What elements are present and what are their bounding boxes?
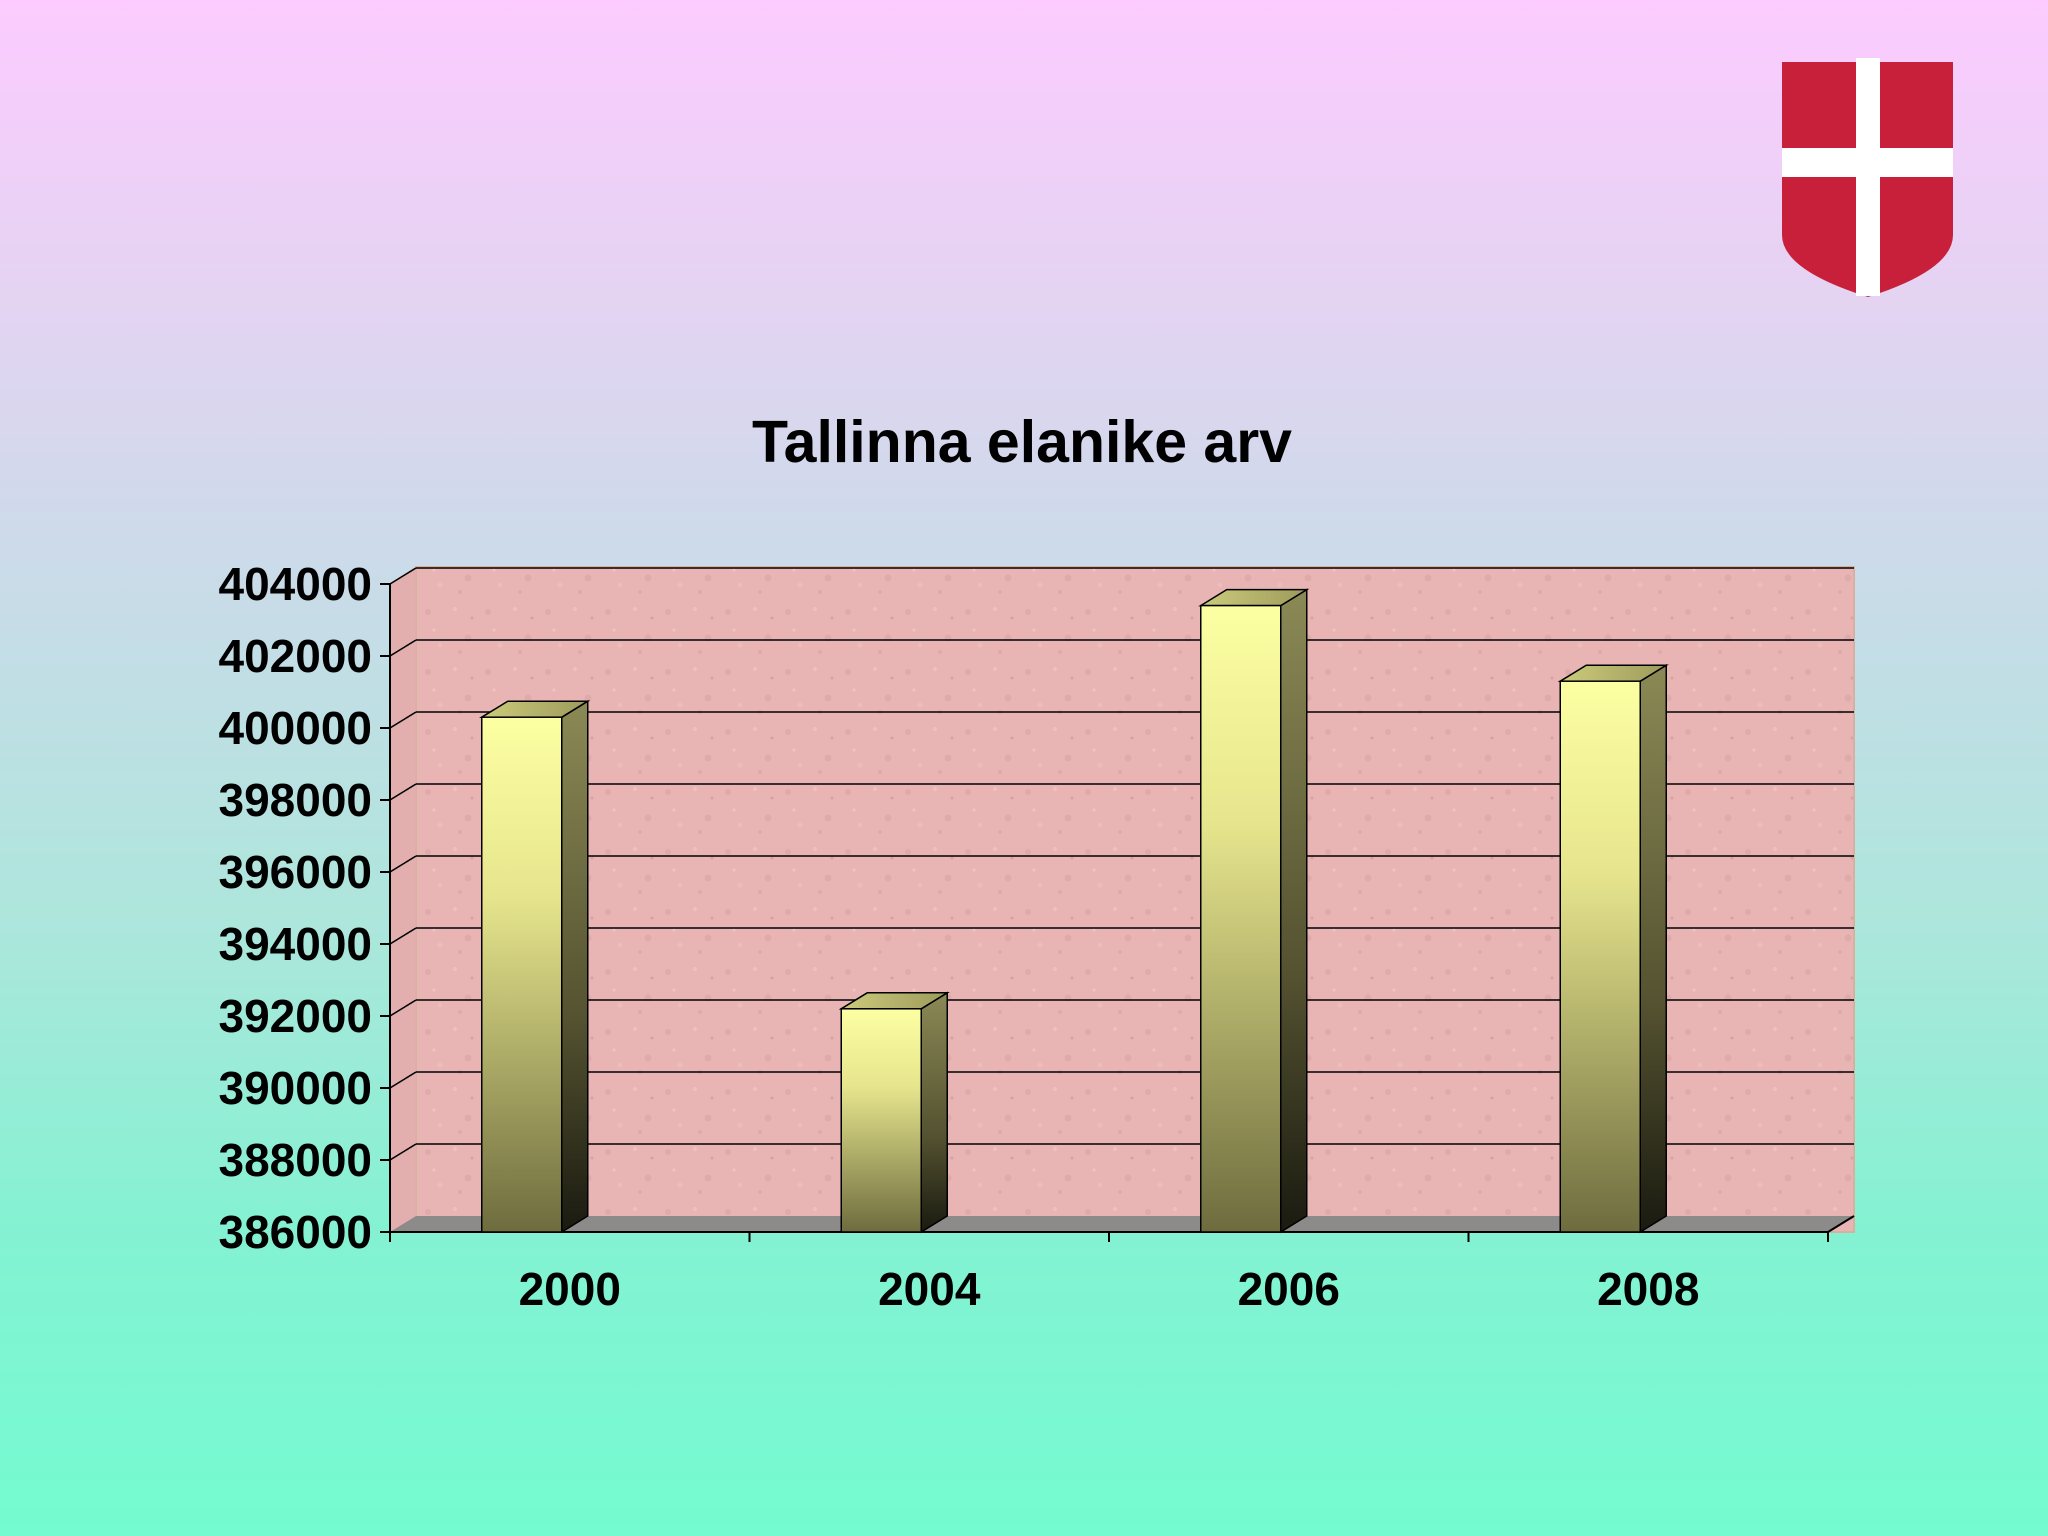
- y-tick-label: 402000: [219, 630, 373, 682]
- bar-front: [840, 1008, 922, 1233]
- bar-side: [1639, 663, 1667, 1234]
- y-tick-label: 388000: [219, 1134, 373, 1186]
- bars: [479, 588, 1669, 1234]
- y-tick-label: 392000: [219, 990, 373, 1042]
- chart-title: Tallinna elanike arv: [752, 409, 1292, 475]
- bar-front: [481, 716, 563, 1233]
- gridline-depth: [389, 855, 417, 873]
- y-axis-ticks: 386000 388000 390000 392000 394000 396000 3980…: [219, 558, 390, 1258]
- gridline-depth: [389, 567, 417, 585]
- gridline-depth: [389, 927, 417, 945]
- bar-2006: [1198, 588, 1310, 1234]
- plot-side-wall: [389, 566, 417, 1233]
- x-axis-depth-line: [1827, 1215, 1855, 1233]
- y-tick-label: 396000: [219, 846, 373, 898]
- bar-side: [1280, 588, 1308, 1234]
- bar-2008: [1557, 663, 1669, 1234]
- bar-2004: [838, 991, 950, 1234]
- y-tick-label: 400000: [219, 702, 373, 754]
- x-tick-label: 2004: [878, 1263, 981, 1315]
- gridline-depth: [389, 639, 417, 657]
- gridline-depth: [389, 1071, 417, 1089]
- x-tick-label: 2006: [1238, 1263, 1340, 1315]
- x-tick-label: 2000: [519, 1263, 621, 1315]
- x-axis-ticks: 2000 2004 2006 2008: [389, 1232, 1829, 1315]
- gridline-depth: [389, 711, 417, 729]
- bar-side: [920, 991, 948, 1234]
- shield-cross-icon: [1782, 58, 1953, 297]
- gridline-depth: [389, 1143, 417, 1161]
- bar-2000: [479, 699, 591, 1234]
- gridline-depth: [389, 783, 417, 801]
- plot-floor: [390, 1216, 1854, 1232]
- bar-front: [1200, 604, 1282, 1233]
- y-tick-label: 398000: [219, 774, 373, 826]
- bar-front: [1559, 680, 1641, 1233]
- y-tick-label: 394000: [219, 918, 373, 970]
- gridline-depth: [389, 999, 417, 1017]
- y-tick-label: 390000: [219, 1062, 373, 1114]
- y-tick-label: 404000: [219, 558, 373, 610]
- x-tick-label: 2008: [1597, 1263, 1699, 1315]
- bar-side: [561, 699, 589, 1234]
- y-tick-label: 386000: [219, 1206, 373, 1258]
